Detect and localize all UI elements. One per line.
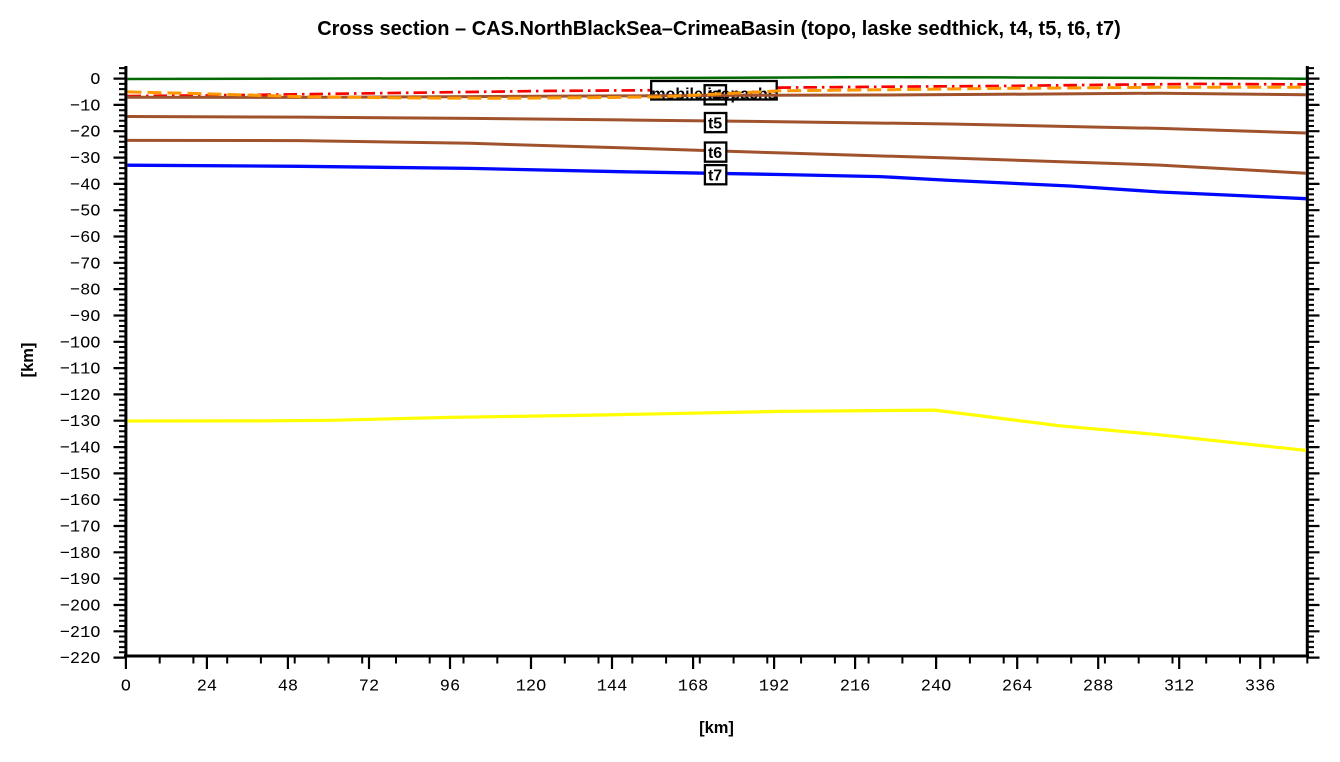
svg-text:−19O: −19O bbox=[60, 571, 101, 590]
svg-text:24: 24 bbox=[197, 678, 217, 697]
svg-text:−13O: −13O bbox=[60, 413, 101, 432]
svg-text:−1OO: −1OO bbox=[60, 334, 101, 353]
svg-text:24O: 24O bbox=[921, 678, 952, 697]
svg-text:−8O: −8O bbox=[70, 282, 101, 301]
svg-text:−2O: −2O bbox=[70, 124, 101, 143]
svg-text:−7O: −7O bbox=[70, 255, 101, 274]
svg-text:−21O: −21O bbox=[60, 624, 101, 643]
svg-text:48: 48 bbox=[278, 678, 298, 697]
svg-text:96: 96 bbox=[440, 678, 460, 697]
svg-text:t7: t7 bbox=[708, 168, 722, 185]
svg-text:72: 72 bbox=[359, 678, 379, 697]
svg-text:[km]: [km] bbox=[19, 343, 37, 378]
svg-text:−15O: −15O bbox=[60, 466, 101, 485]
svg-text:O: O bbox=[90, 71, 100, 90]
svg-text:288: 288 bbox=[1083, 678, 1114, 697]
svg-text:−17O: −17O bbox=[60, 519, 101, 538]
svg-text:312: 312 bbox=[1164, 678, 1195, 697]
svg-text:[km]: [km] bbox=[699, 719, 734, 737]
svg-text:−16O: −16O bbox=[60, 492, 101, 511]
svg-text:192: 192 bbox=[759, 678, 790, 697]
svg-text:O: O bbox=[121, 678, 131, 697]
svg-text:−5O: −5O bbox=[70, 203, 101, 222]
svg-text:−6O: −6O bbox=[70, 229, 101, 248]
svg-text:−2OO: −2OO bbox=[60, 598, 101, 617]
svg-text:−4O: −4O bbox=[70, 176, 101, 195]
svg-text:144: 144 bbox=[597, 678, 628, 697]
svg-text:−3O: −3O bbox=[70, 150, 101, 169]
svg-text:Cross section – CAS.NorthBlack: Cross section – CAS.NorthBlackSea–Crimea… bbox=[317, 18, 1121, 40]
svg-text:168: 168 bbox=[678, 678, 709, 697]
svg-text:−18O: −18O bbox=[60, 545, 101, 564]
svg-text:264: 264 bbox=[1002, 678, 1033, 697]
svg-text:216: 216 bbox=[840, 678, 871, 697]
svg-text:12O: 12O bbox=[516, 678, 547, 697]
svg-text:−22O: −22O bbox=[60, 650, 101, 669]
svg-text:−9O: −9O bbox=[70, 308, 101, 327]
svg-text:t5: t5 bbox=[708, 115, 722, 132]
svg-text:−12O: −12O bbox=[60, 387, 101, 406]
svg-text:−1O: −1O bbox=[70, 97, 101, 116]
svg-text:336: 336 bbox=[1245, 678, 1276, 697]
svg-text:−14O: −14O bbox=[60, 440, 101, 459]
svg-text:t6: t6 bbox=[708, 145, 722, 162]
svg-text:−11O: −11O bbox=[60, 361, 101, 380]
